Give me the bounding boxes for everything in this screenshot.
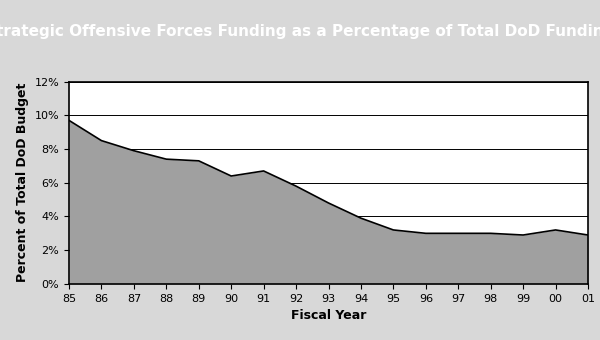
Y-axis label: Percent of Total DoD Budget: Percent of Total DoD Budget [16,83,29,283]
Text: Strategic Offensive Forces Funding as a Percentage of Total DoD Funding: Strategic Offensive Forces Funding as a … [0,24,600,39]
X-axis label: Fiscal Year: Fiscal Year [291,309,366,322]
